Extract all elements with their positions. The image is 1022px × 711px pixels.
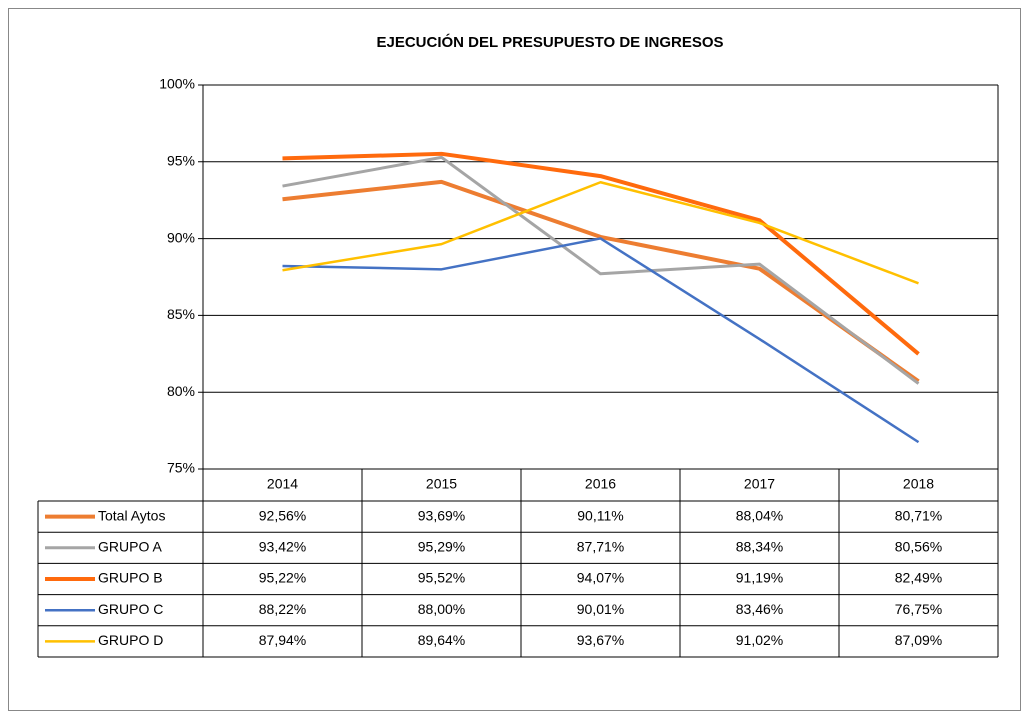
y-tick-label: 95% — [167, 153, 195, 169]
y-tick-label: 90% — [167, 229, 195, 245]
data-label: 89,64% — [418, 632, 465, 648]
series-line — [282, 180, 919, 285]
y-tick-label: 75% — [167, 460, 195, 476]
y-tick-label: 80% — [167, 383, 195, 399]
series-line — [282, 237, 920, 444]
data-label: 90,11% — [577, 507, 623, 523]
x-tick-label: 2016 — [585, 476, 616, 492]
data-label: 91,02% — [736, 632, 783, 648]
data-label: 88,04% — [736, 507, 783, 523]
chart-border — [8, 8, 1021, 711]
chart-title: EJECUCIÓN DEL PRESUPUESTO DE INGRESOS — [376, 33, 723, 51]
data-label: 95,29% — [418, 539, 465, 555]
legend-label: GRUPO D — [98, 632, 163, 648]
data-label: 94,07% — [577, 570, 624, 586]
x-tick-label: 2015 — [426, 476, 457, 492]
data-label: 87,94% — [259, 632, 306, 648]
series-line — [282, 151, 920, 356]
data-label: 88,22% — [259, 601, 306, 617]
y-tick-label: 85% — [167, 306, 195, 322]
data-label: 83,46% — [736, 601, 783, 617]
data-label: 93,67% — [577, 632, 624, 648]
series-line — [282, 155, 920, 385]
data-label: 95,22% — [259, 570, 306, 586]
data-label: 95,52% — [418, 570, 465, 586]
x-tick-label: 2017 — [744, 476, 775, 492]
data-label: 92,56% — [259, 507, 306, 523]
data-label: 88,34% — [736, 539, 783, 555]
legend-label: Total Aytos — [98, 507, 165, 523]
data-label: 80,56% — [895, 539, 942, 555]
x-tick-label: 2018 — [903, 476, 934, 492]
y-tick-label: 100% — [159, 76, 195, 92]
legend-label: GRUPO A — [98, 539, 162, 555]
data-label: 93,69% — [418, 507, 465, 523]
legend-label: GRUPO B — [98, 570, 163, 586]
data-label: 88,00% — [418, 601, 465, 617]
data-label: 82,49% — [895, 570, 942, 586]
series-line — [282, 179, 920, 383]
data-label: 80,71% — [895, 507, 942, 523]
data-label: 90,01% — [577, 601, 624, 617]
data-label: 93,42% — [259, 539, 306, 555]
x-tick-label: 2014 — [267, 476, 298, 492]
data-label: 87,71% — [577, 539, 624, 555]
data-label: 76,75% — [895, 601, 942, 617]
data-label: 87,09% — [895, 632, 942, 648]
data-label: 91,19% — [736, 570, 783, 586]
legend-label: GRUPO C — [98, 601, 163, 617]
